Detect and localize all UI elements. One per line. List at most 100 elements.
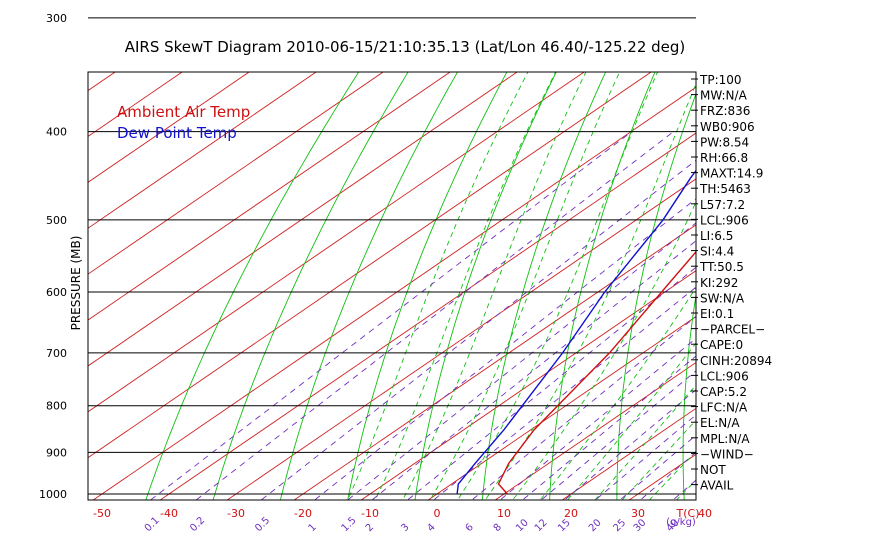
moist-adiabat-line [402,72,587,500]
isotherm-line [88,72,518,367]
index-label: NOT [700,463,726,477]
index-label: LCL:906 [700,213,749,227]
mixing-ratio-label: 1.5 [340,515,359,534]
air-temp-line [497,250,696,495]
chart-title: AIRS SkewT Diagram 2010-06-15/21:10:35.1… [125,38,686,56]
isotherm-line [92,86,696,500]
dry-adiabat-line [212,72,409,500]
index-label: SI:4.4 [700,245,734,259]
mixing-ratio-label: 8 [492,522,504,534]
isotherm-line [811,0,870,513]
index-label: TP:100 [699,73,742,87]
mixing-ratio-line [540,370,696,500]
index-label: FRZ:836 [700,104,750,118]
index-label: −WIND− [700,447,754,461]
index-label: RH:66.8 [700,151,748,165]
mixing-ratio-label: 12 [533,517,550,534]
isotherm-line [226,178,696,500]
pressure-tick-label: 300 [46,12,67,25]
index-label: −PARCEL− [700,323,765,337]
pressure-tick-label: 900 [46,446,67,459]
index-label: EI:0.1 [700,307,734,321]
index-label: TT:50.5 [699,260,744,274]
index-label: AVAIL [700,479,734,493]
mixing-ratio-line [195,131,674,500]
temp-tick-label-bottom: 20 [564,507,578,520]
moist-adiabat-line [347,72,529,500]
mixing-ratio-line [639,451,696,500]
temp-tick-label-bottom: -30 [227,507,245,520]
moist-adiabat-line [648,450,696,500]
mixing-ratio-label: 2 [364,522,376,534]
dry-adiabat-line [747,0,870,513]
index-label: CINH:20894 [700,354,772,368]
mixing-ratio-label: 10 [514,517,531,534]
moist-adiabat-line [484,82,696,500]
isotherm-line [360,270,696,500]
moist-adiabat-line [675,479,696,500]
mixing-ratio-label: 0.2 [188,515,207,534]
mixing-ratio-line [371,240,696,500]
index-label: CAPE:0 [700,338,743,352]
index-label: PW:8.54 [700,135,749,149]
mixing-unit-label: (g/kg) [666,517,696,528]
moist-adiabat-line [429,72,621,500]
index-label: MAXT:14.9 [700,167,763,181]
dry-adiabat-line [809,0,870,513]
dry-adiabat-line [279,72,459,500]
index-label: MPL:N/A [700,432,750,446]
temp-tick-label-bottom: -10 [361,507,379,520]
pressure-tick-label: 400 [46,126,67,139]
temp-tick-label-bottom: 30 [631,507,645,520]
mixing-ratio-line [563,389,696,500]
index-label: TH:5463 [699,182,751,196]
index-label: LCL:906 [700,369,749,383]
temp-unit-label: T(C) [676,507,700,520]
isotherm-line [88,72,652,459]
pressure-tick-label: 500 [46,214,67,227]
moist-adiabat-line [457,72,659,500]
isotherm-line [159,132,696,500]
temp-tick-label-bottom: -50 [93,507,111,520]
mixing-ratio-line [594,414,696,500]
temp-tick-label-bottom: -20 [294,507,312,520]
pressure-tick-label: 600 [46,286,67,299]
pressure-lines [88,17,696,495]
moist-adiabat-line [594,384,696,500]
dry-adiabat-line [347,72,508,500]
mixing-ratio-line [406,266,696,500]
mixing-ratio-line [346,222,696,500]
dry-adiabat-line [145,72,360,500]
mixing-ratio-line [260,159,696,500]
dry-adiabat-line [682,292,696,500]
index-label: MW:N/A [700,89,748,103]
mixing-ratio-line [619,434,696,500]
dry-adiabat-line [616,92,696,500]
isotherm-line [427,316,696,500]
pressure-tick-label: 800 [46,400,67,413]
plot-frame [87,71,697,501]
index-label: L57:7.2 [700,198,745,212]
legend-air-temp: Ambient Air Temp [117,103,250,121]
mixing-ratio-line [499,337,696,500]
index-label: WB0:906 [700,120,755,134]
pressure-tick-label: 1000 [39,488,67,501]
index-label: LFC:N/A [700,401,748,415]
temp-tick-label-bottom: 0 [434,507,441,520]
index-label: LI:6.5 [700,229,733,243]
mixing-ratio-label: 20 [587,517,604,534]
temp-tick-label-bottom: 10 [497,507,511,520]
mixing-ratio-label: 0.5 [253,515,272,534]
dry-adiabat-line [549,72,656,500]
y-axis-label: PRESSURE (MB) [69,236,83,331]
index-label: SW:N/A [700,291,745,305]
mixing-ratio-label: 25 [611,517,628,534]
isotherm-line [88,72,585,413]
mixing-ratio-line [471,315,696,500]
mixing-ratio-label: 1 [307,522,319,534]
pressure-tick-label: 700 [46,347,67,360]
mixing-ratio-line [313,198,696,500]
dew-point-line [456,169,696,495]
mixing-ratio-label: 4 [425,522,437,534]
mixing-ratio-label: 3 [399,522,411,534]
